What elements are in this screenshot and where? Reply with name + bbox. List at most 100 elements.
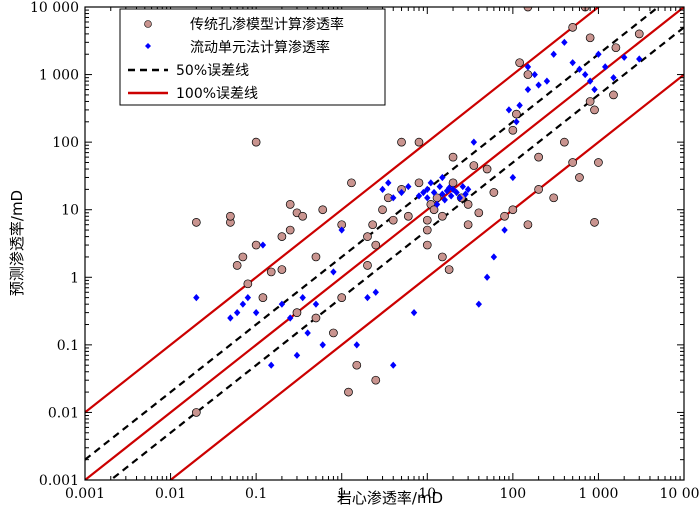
flow-unit-point [430,188,438,197]
traditional-model-point [422,225,432,235]
flow-unit-point [576,65,583,73]
flow-unit-point [595,50,602,58]
traditional-model-point [534,185,543,194]
legend-box [119,8,386,106]
flow-unit-point [244,294,252,302]
traditional-model-point [463,200,473,209]
traditional-model-point [594,158,603,167]
x-tick-label: 0.001 [65,486,105,502]
flow-unit-point [535,81,542,89]
flow-unit-point [439,190,446,198]
y-tick-label: 1 000 [39,68,79,84]
traditional-model-point [243,279,253,289]
traditional-model-point [311,313,321,323]
flow-unit-point [304,329,311,337]
traditional-model-point [258,293,268,302]
y-axis-title: 预测渗透率/mD [8,190,26,296]
traditional-model-point [226,211,235,221]
flow-unit-point [239,300,247,308]
flow-unit-point [531,70,538,79]
traditional-model-point [414,137,424,147]
traditional-model-point [352,360,362,370]
flow-unit-point [286,314,294,322]
traditional-model-point [378,205,387,215]
traditional-model-point [438,252,447,262]
traditional-model-point [585,33,595,43]
flow-unit-point [636,55,643,63]
x-axis-title: 岩心渗透率/mD [337,489,443,507]
flow-unit-point [364,294,371,302]
traditional-model-point [251,240,261,250]
axis-tick-labels: 0.001 0.01 0.1 1 10 100 1 000 10 000 0.001 0.01 0.… [30,0,700,502]
error-100-line-2 [85,7,601,414]
flow-unit-point [415,192,423,200]
traditional-model-point [500,211,509,221]
x-tick-label: 10 [418,486,436,502]
flow-unit-point [312,300,320,308]
flow-unit-point [610,74,617,82]
traditional-model-point [448,152,458,162]
flow-unit-point [516,101,523,109]
traditional-model-point [318,205,328,215]
flow-unit-point [420,188,427,197]
traditional-model-point [429,205,439,215]
flow-unit-point [405,182,412,191]
x-tick-label: 1 [337,486,346,502]
traditional-model-point [285,225,295,235]
error-100-line-4 [168,73,684,480]
y-tick-label: 1 [70,270,79,286]
traditional-model-point [508,125,518,135]
traditional-model-point [590,105,599,115]
data-points [191,7,644,417]
flow-unit-point [433,200,441,208]
legend-label-traditional: 传统孔渗模型计算渗透率 [190,16,344,33]
flow-unit-point [278,300,286,308]
traditional-model-point [363,232,372,241]
flow-unit-point [252,309,260,317]
traditional-model-point [232,261,242,270]
traditional-model-point [611,43,621,53]
traditional-model-point [344,387,353,397]
traditional-model-point [489,188,499,197]
flow-unit-point [410,309,418,317]
traditional-model-point [277,232,287,241]
traditional-model-point [292,308,302,317]
flow-unit-point [398,188,405,197]
flow-unit-point [385,179,392,187]
flow-unit-point [462,190,469,198]
traditional-model-point [191,408,201,417]
flow-unit-point [602,63,609,71]
traditional-model-point [266,267,276,277]
flow-unit-point [453,188,460,197]
x-tick-label: 10 000 [660,486,700,502]
flow-unit-point [441,196,448,204]
flow-unit-point [193,294,200,302]
traditional-model-point [388,215,398,225]
traditional-model-point [590,218,599,227]
traditional-model-point [560,137,569,147]
traditional-model-point [523,220,533,230]
flow-unit-point [501,226,508,234]
y-tick-label: 0.1 [57,338,79,354]
x-tick-label: 100 [499,486,526,502]
traditional-model-point [568,22,578,32]
traditional-model-point [238,252,248,262]
flow-unit-point [259,241,267,249]
plot-frame [84,6,685,481]
y-tick-label: 10 [61,203,79,219]
flow-unit-point [581,70,589,79]
flow-unit-point [483,273,491,281]
flow-unit-point [233,309,241,317]
flow-unit-point [569,59,576,67]
traditional-model-point [397,137,406,147]
traditional-model-point [414,178,424,188]
traditional-model-point [311,252,321,262]
traditional-model-point [251,137,261,147]
flow-unit-point [390,194,397,202]
traditional-model-point [474,208,484,218]
traditional-model-point [298,211,308,221]
x-tick-label: 0.01 [155,486,186,502]
error-50-line-0 [85,7,661,461]
flow-unit-point [543,77,551,85]
flow-unit-point [353,341,360,349]
